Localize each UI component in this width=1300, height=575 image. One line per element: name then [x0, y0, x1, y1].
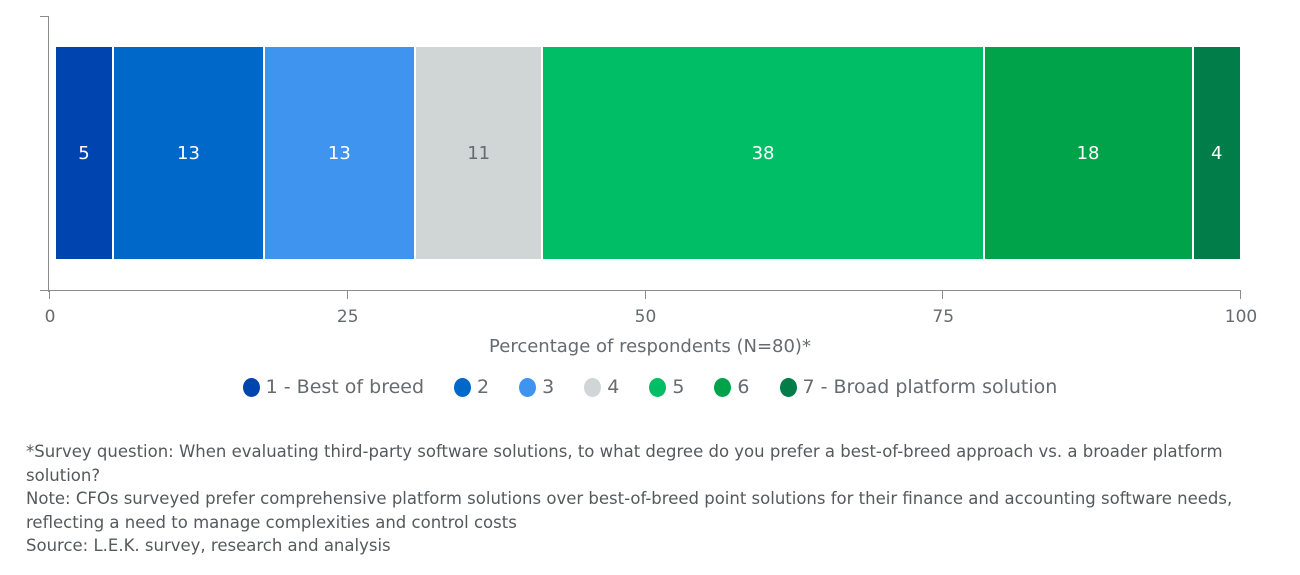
bar-segment-1: 5 — [56, 47, 115, 259]
source-text: Source: L.E.K. survey, research and anal… — [26, 536, 391, 555]
x-tick-mark — [49, 290, 50, 299]
y-axis-cap — [40, 16, 49, 17]
legend-dot-icon — [519, 377, 537, 397]
legend-dot-icon — [454, 377, 472, 397]
x-tick-label: 0 — [44, 307, 56, 327]
bar-segment-6: 18 — [984, 47, 1194, 259]
x-tick-mark — [1240, 290, 1241, 299]
x-tick-label: 50 — [634, 307, 657, 327]
legend-item-6: 6 — [714, 376, 750, 398]
legend-dot-icon — [242, 377, 260, 397]
legend-item-5: 5 — [649, 376, 684, 398]
x-axis-title: Percentage of respondents (N=80)* — [489, 336, 811, 357]
legend-dot-icon — [779, 377, 797, 397]
legend-item-3: 3 — [519, 376, 554, 398]
legend-label: 3 — [542, 376, 555, 398]
stacked-bar-chart: 0 25 50 75 100 5 13 13 11 38 18 4 Percentage of re… — [0, 16, 1300, 398]
survey-question-note: *Survey question: When evaluating third-… — [26, 442, 1223, 485]
bar-segment-5: 38 — [543, 47, 985, 259]
x-tick-mark — [644, 290, 646, 299]
legend-dot-icon — [649, 377, 667, 397]
footnotes: *Survey question: When evaluating third-… — [26, 440, 1286, 558]
note-text: Note: CFOs surveyed prefer comprehensive… — [26, 489, 1233, 532]
legend-label: 5 — [672, 376, 685, 398]
legend-label: 4 — [607, 376, 620, 398]
legend-label: 1 - Best of breed — [265, 376, 425, 398]
x-tick-mark — [346, 290, 348, 299]
legend-label: 2 — [477, 376, 490, 398]
bar-segment-7: 4 — [1193, 47, 1240, 259]
y-axis-line — [48, 16, 49, 292]
stacked-bar: 5 13 13 11 38 18 4 — [56, 47, 1240, 259]
legend-item-4: 4 — [584, 376, 619, 398]
x-axis-line — [40, 290, 1241, 291]
legend-label: 6 — [737, 376, 750, 398]
legend-label: 7 - Broad platform solution — [802, 376, 1058, 398]
legend-item-1: 1 - Best of breed — [242, 376, 425, 398]
x-tick-label: 25 — [336, 307, 359, 327]
legend-dot-icon — [714, 377, 732, 397]
bar-segment-2: 13 — [114, 47, 265, 259]
legend-item-2: 2 — [454, 376, 489, 398]
legend: 1 - Best of breed 2 3 4 5 6 7 - Broad platform… — [0, 376, 1300, 398]
legend-item-7: 7 - Broad platform solution — [779, 376, 1058, 398]
x-tick-mark — [942, 290, 944, 299]
legend-dot-icon — [584, 377, 602, 397]
bar-segment-4: 11 — [415, 47, 544, 259]
bar-segment-3: 13 — [264, 47, 416, 259]
x-tick-label: 100 — [1224, 307, 1258, 327]
x-tick-label: 75 — [932, 307, 955, 327]
